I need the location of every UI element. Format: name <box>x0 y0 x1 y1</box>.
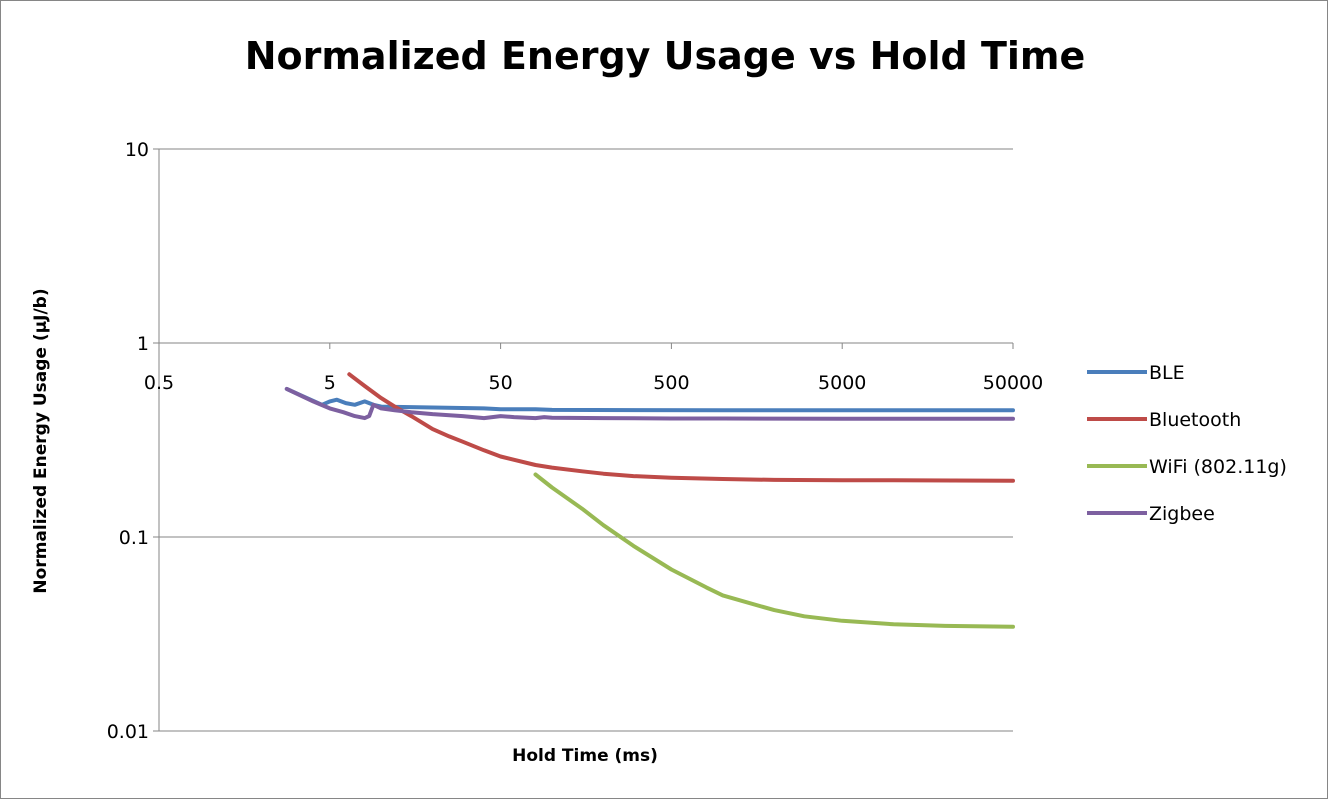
series-line-wifi-802-11g <box>533 472 1015 629</box>
y-axis-title: Normalized Energy Usage (µJ/b) <box>31 288 51 593</box>
x-tick-label: 50 <box>489 372 513 394</box>
legend-label-bluetooth: Bluetooth <box>1149 409 1241 431</box>
legend: BLE Bluetooth WiFi (802.11g) Zigbee <box>1087 362 1287 525</box>
y-tick-label: 0.1 <box>119 527 149 549</box>
x-axis-ticks: 0.5 5 50 500 5000 50000 <box>144 343 1043 394</box>
legend-label-wifi-802-11g: WiFi (802.11g) <box>1149 456 1287 478</box>
y-tick-label: 1 <box>137 333 149 355</box>
series-line-zigbee <box>284 386 1015 421</box>
x-tick-label: 5000 <box>818 372 866 394</box>
y-axis-ticks: 0.01 0.1 1 10 <box>107 139 159 743</box>
gridlines <box>159 148 1013 732</box>
legend-label-zigbee: Zigbee <box>1149 503 1215 525</box>
chart-title: Normalized Energy Usage vs Hold Time <box>245 34 1086 78</box>
y-tick-label: 0.01 <box>107 721 149 743</box>
x-tick-label: 5 <box>324 372 336 394</box>
x-tick-label: 50000 <box>983 372 1043 394</box>
x-tick-label: 0.5 <box>144 372 174 394</box>
y-tick-label: 10 <box>125 139 149 161</box>
series-lines <box>284 372 1015 629</box>
legend-label-ble: BLE <box>1149 362 1185 384</box>
x-axis-title: Hold Time (ms) <box>512 746 658 766</box>
x-tick-label: 500 <box>653 372 689 394</box>
